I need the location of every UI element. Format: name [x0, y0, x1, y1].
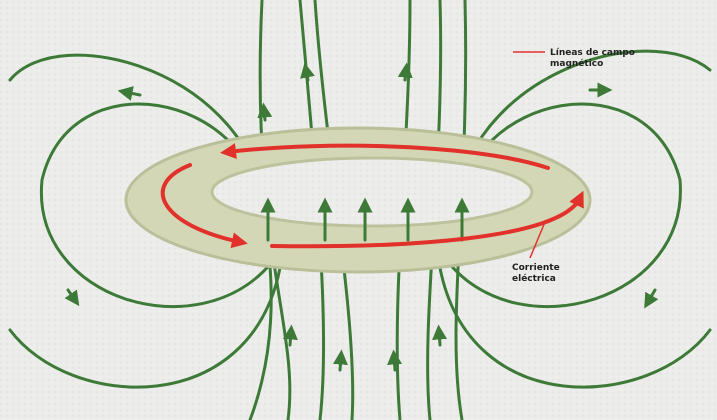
ring [124, 126, 592, 274]
label: Corriente [512, 263, 560, 273]
current-arrows [160, 143, 584, 249]
label: eléctrica [512, 273, 556, 284]
pointer [529, 221, 546, 259]
label: magnético [550, 58, 603, 69]
field-arrows [64, 62, 659, 372]
label: Líneas de campo [550, 48, 635, 58]
